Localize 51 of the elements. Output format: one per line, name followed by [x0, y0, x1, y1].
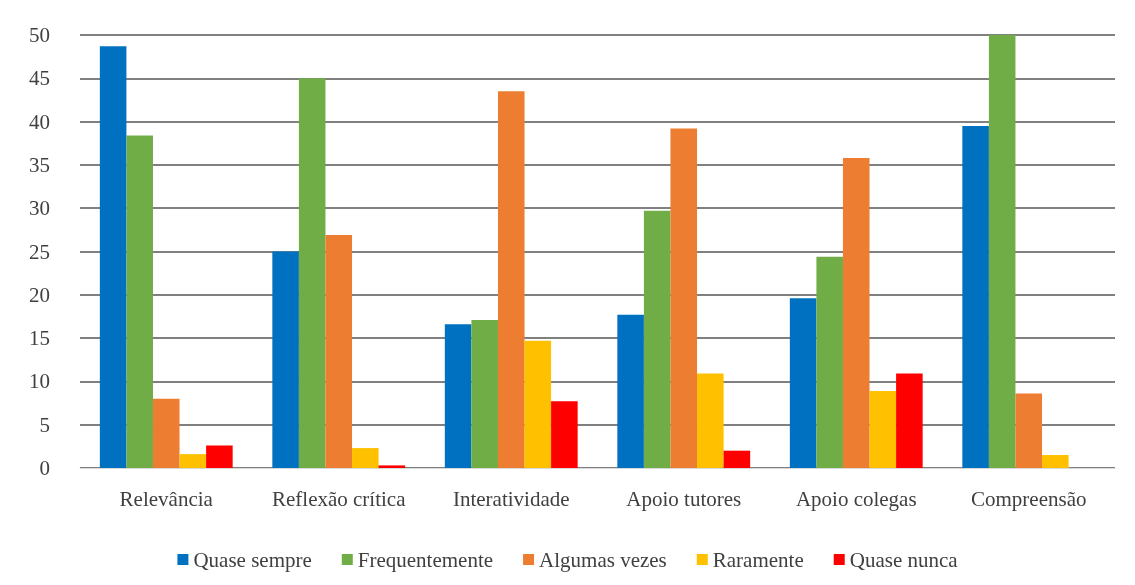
y-tick-label: 25 [29, 239, 50, 264]
bar [723, 450, 751, 468]
legend-label: Quase nunca [849, 547, 959, 572]
bar [869, 390, 897, 468]
y-tick-label: 45 [29, 66, 50, 91]
bar [497, 91, 525, 468]
bar [962, 125, 989, 468]
bar [524, 340, 552, 468]
bar [1015, 393, 1043, 468]
bar [551, 401, 578, 468]
bar [789, 298, 817, 468]
bar [988, 35, 1016, 468]
legend-label: Frequentemente [357, 547, 494, 572]
x-tick-label: Compreensão [971, 486, 1087, 511]
legend-label: Algumas vezes [539, 547, 667, 572]
bar [152, 398, 180, 468]
bar [272, 251, 299, 468]
y-tick-label: 35 [29, 152, 50, 177]
bar [378, 465, 406, 468]
bar [352, 448, 379, 468]
bar [842, 157, 870, 468]
bar [179, 454, 207, 468]
x-tick-label: Apoio tutores [626, 486, 742, 511]
bar [697, 373, 724, 468]
bar [1042, 455, 1069, 468]
y-tick-label: 0 [39, 456, 50, 480]
legend-label: Quase sempre [193, 547, 312, 572]
bar [670, 128, 698, 468]
bar [206, 445, 233, 468]
bar [99, 46, 127, 468]
x-tick-label: Interatividade [452, 486, 570, 511]
y-tick-label: 15 [29, 326, 50, 351]
y-tick-label: 10 [29, 369, 50, 394]
x-tick-label: Apoio colegas [795, 486, 917, 511]
bar [643, 210, 671, 468]
y-tick-label: 30 [29, 196, 50, 221]
y-tick-label: 5 [39, 412, 50, 437]
bar [816, 256, 843, 468]
bar [896, 373, 923, 468]
bar [471, 319, 498, 468]
y-tick-label: 20 [29, 282, 50, 307]
x-tick-label: Relevância [119, 486, 214, 511]
bar [325, 235, 353, 468]
legend-label: Raramente [712, 547, 804, 572]
x-tick-label: Reflexão crítica [271, 486, 407, 511]
bar [617, 314, 644, 468]
bar [126, 135, 153, 468]
y-tick-label: 40 [29, 109, 50, 134]
bar [298, 78, 326, 468]
y-tick-label: 50 [29, 23, 50, 47]
bar [444, 324, 472, 468]
